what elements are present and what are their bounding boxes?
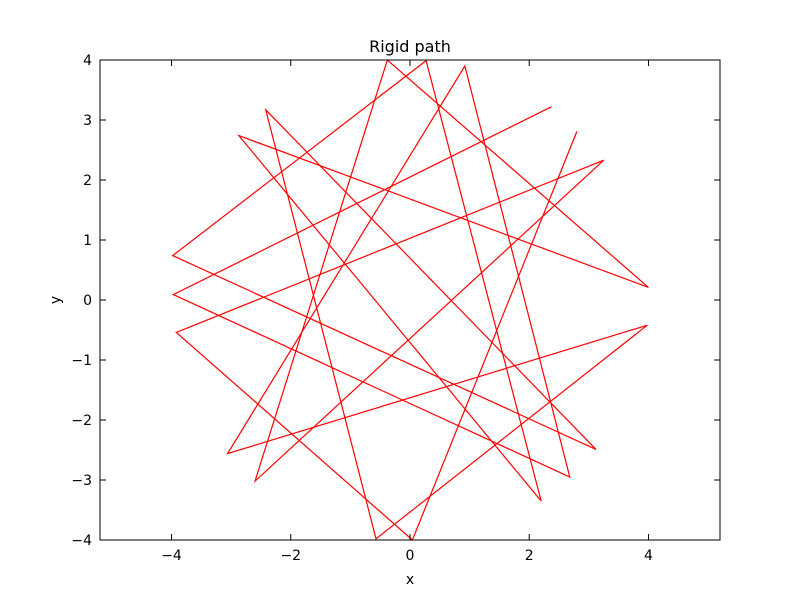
x-tick-label: 2 bbox=[525, 548, 534, 564]
x-tick-label: −2 bbox=[280, 548, 301, 564]
chart-title: Rigid path bbox=[369, 37, 451, 56]
x-tick-label: 4 bbox=[644, 548, 653, 564]
ticks-layer: −4 −2 0 2 4 −4 −3 −2 −1 0 1 2 3 4 bbox=[71, 53, 720, 564]
plot-area bbox=[100, 60, 720, 540]
x-axis-label: x bbox=[406, 572, 414, 588]
x-tick-label: 0 bbox=[406, 548, 415, 564]
y-tick-label: −4 bbox=[71, 533, 92, 549]
y-tick-label: 0 bbox=[83, 293, 92, 309]
y-tick-label: −3 bbox=[71, 473, 92, 489]
y-axis-label: y bbox=[48, 296, 64, 304]
series-line bbox=[171, 58, 649, 542]
y-tick-label: −1 bbox=[71, 353, 92, 369]
y-tick-label: 3 bbox=[83, 113, 92, 129]
x-tick-label: −4 bbox=[161, 548, 182, 564]
y-tick-label: 1 bbox=[83, 233, 92, 249]
y-tick-label: −2 bbox=[71, 413, 92, 429]
series-layer bbox=[171, 58, 649, 542]
y-tick-label: 2 bbox=[83, 173, 92, 189]
y-tick-label: 4 bbox=[83, 53, 92, 69]
